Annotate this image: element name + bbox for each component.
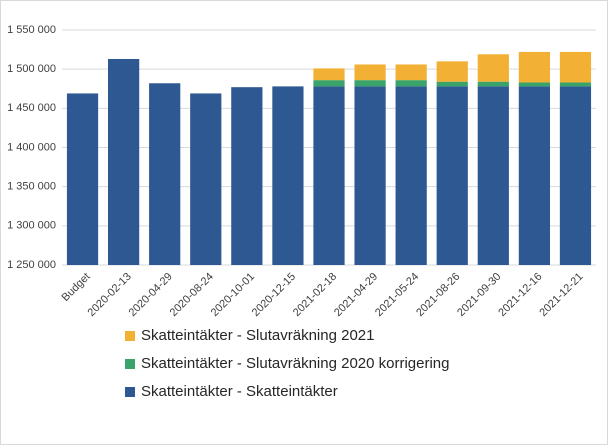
bar-segment <box>66 93 99 265</box>
legend-swatch <box>125 387 135 397</box>
bar-segment <box>436 86 468 266</box>
y-tick-label: 1 350 000 <box>7 181 56 193</box>
bar-segment <box>395 80 427 87</box>
y-tick-label: 1 400 000 <box>7 141 56 153</box>
bar-segment <box>354 64 386 81</box>
bar-segment <box>395 64 427 81</box>
bar-segment <box>395 86 427 266</box>
bar-segment <box>436 81 468 87</box>
bar-segment <box>559 86 592 266</box>
bar-segment <box>149 83 181 266</box>
bar-segment <box>518 82 550 87</box>
bar-segment <box>313 68 345 81</box>
bar-segment <box>477 81 509 87</box>
legend-label: Skatteintäkter - Slutavräkning 2021 <box>141 327 374 344</box>
bar-segment <box>518 86 550 266</box>
bar-segment <box>559 82 592 87</box>
legend-label: Skatteintäkter - Slutavräkning 2020 korr… <box>141 355 450 372</box>
y-tick-label: 1 250 000 <box>7 259 56 271</box>
bar-segment <box>272 86 304 266</box>
y-tick-label: 1 450 000 <box>7 102 56 114</box>
bar-segment <box>354 80 386 87</box>
bar-segment <box>231 87 263 265</box>
bar-segment <box>559 51 592 83</box>
y-tick-label: 1 500 000 <box>7 63 56 75</box>
bar-segment <box>354 86 386 266</box>
y-tick-label: 1 550 000 <box>7 24 56 36</box>
bar-segment <box>477 54 509 82</box>
bar-segment <box>518 51 550 83</box>
bar-segment <box>436 61 468 82</box>
bar-segment <box>108 58 140 265</box>
legend-swatch <box>125 359 135 369</box>
bar-segment <box>313 86 345 266</box>
legend-label: Skatteintäkter - Skatteintäkter <box>141 383 338 400</box>
bar-segment <box>190 93 222 265</box>
bar-segment <box>313 80 345 87</box>
legend-swatch <box>125 331 135 341</box>
bar-segment <box>477 86 509 266</box>
y-tick-label: 1 300 000 <box>7 220 56 232</box>
